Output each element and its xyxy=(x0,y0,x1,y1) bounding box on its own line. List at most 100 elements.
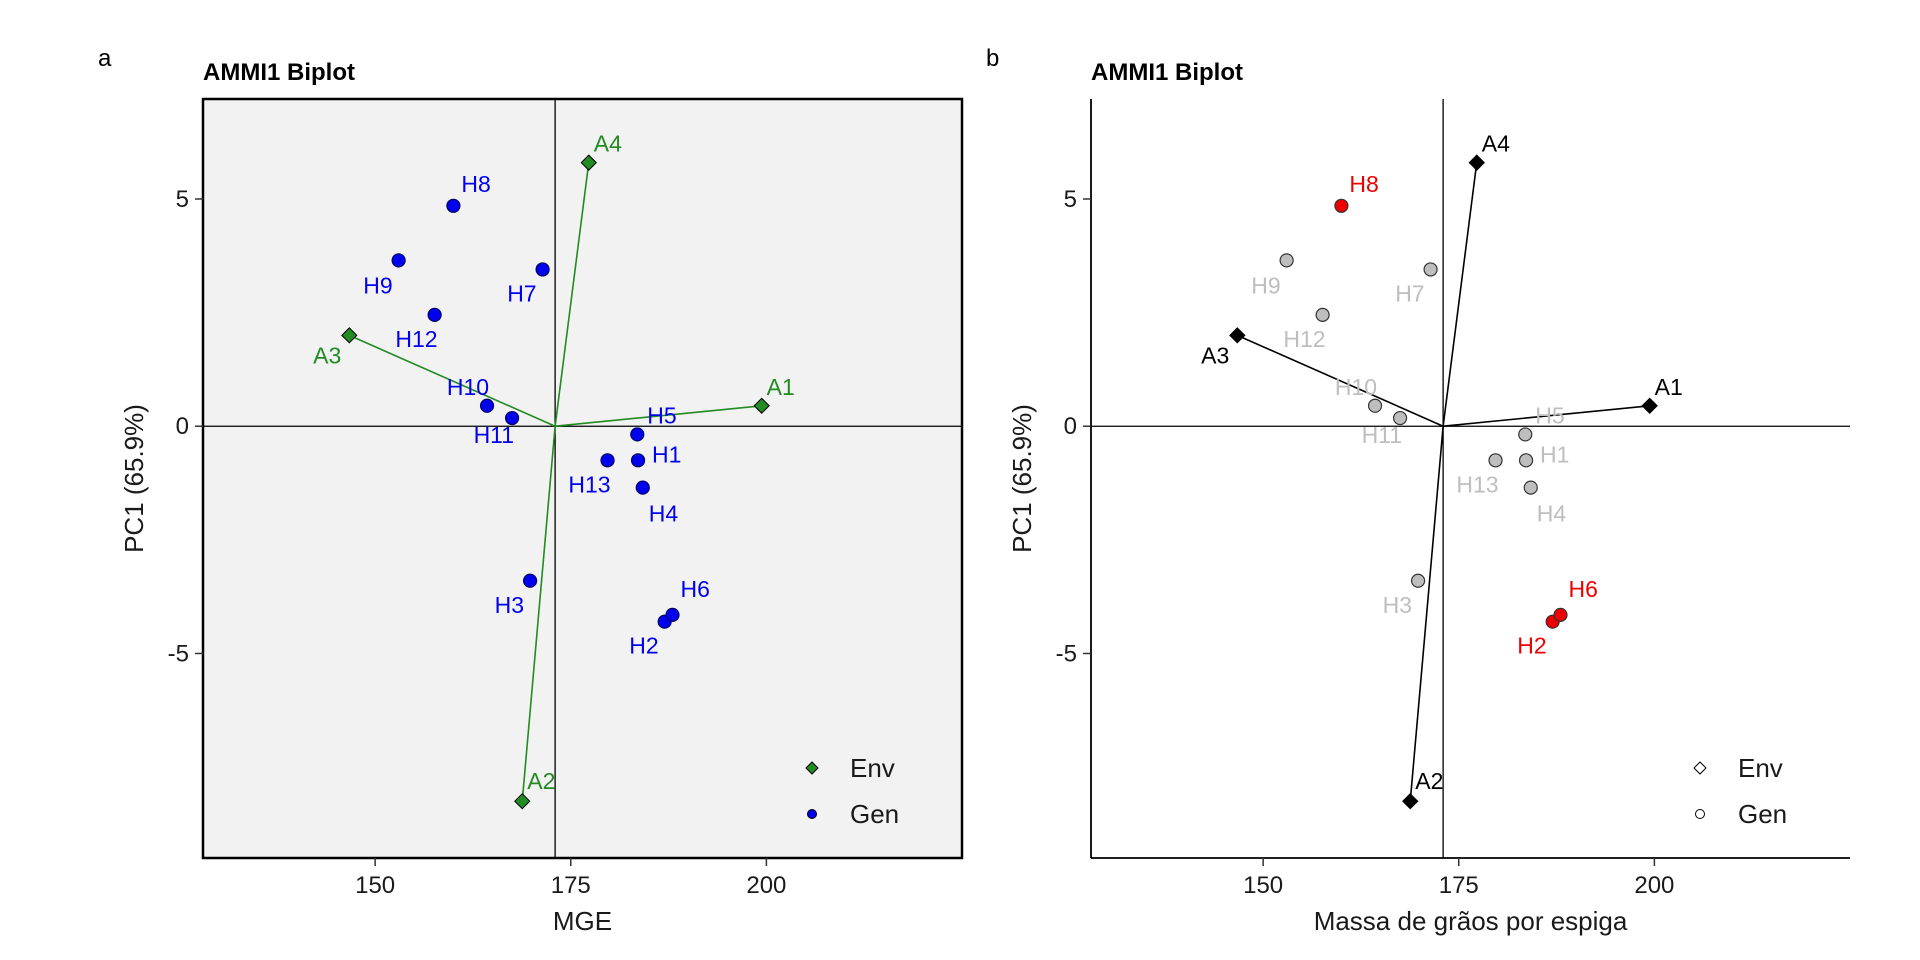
gen-point-h10-b xyxy=(1367,398,1383,413)
gen-point-h9-b xyxy=(1279,253,1294,268)
y-axis-label-a: PC1 (65.9%) xyxy=(119,404,149,553)
gen-label-h9-b: H9 xyxy=(1251,272,1280,298)
gen-label-h8-a: H8 xyxy=(461,171,490,197)
x-axis-label-a: MGE xyxy=(553,906,612,936)
y-axis-label-b: PC1 (65.9%) xyxy=(1007,404,1037,553)
gen-label-h3-b: H3 xyxy=(1383,592,1412,618)
gen-label-h9-a: H9 xyxy=(363,272,392,298)
x-tick-label-b: 200 xyxy=(1634,872,1674,899)
x-tick-label-a: 150 xyxy=(355,872,395,899)
gen-point-h10-a xyxy=(479,398,495,413)
gen-point-h6-b xyxy=(1553,607,1568,622)
gen-label-h7-a: H7 xyxy=(507,280,536,306)
env-point-a4-b xyxy=(1468,154,1485,171)
env-vector-a4-a xyxy=(554,162,590,427)
gen-point-h7-a xyxy=(535,262,550,277)
env-point-a3-a xyxy=(341,327,358,344)
gen-label-h4-a: H4 xyxy=(649,501,679,527)
legend-key-env-b xyxy=(1693,761,1707,775)
y-tick-label-a: -5 xyxy=(168,640,189,667)
y-tick-label-a: 5 xyxy=(176,186,189,213)
gen-point-h8-b xyxy=(1334,198,1349,213)
env-label-a4-a: A4 xyxy=(594,131,622,157)
gen-point-h1-b xyxy=(1518,453,1534,468)
env-point-a3-b xyxy=(1229,327,1246,344)
env-point-a2-b xyxy=(1402,792,1419,810)
legend-label-env-b: Env xyxy=(1738,753,1783,783)
gen-point-h8-a xyxy=(446,198,461,213)
gen-label-h8-b: H8 xyxy=(1349,171,1378,197)
y-tick-label-b: -5 xyxy=(1056,640,1077,667)
gen-point-h3-a xyxy=(522,573,538,588)
gen-label-h13-b: H13 xyxy=(1456,471,1498,497)
gen-label-h10-b: H10 xyxy=(1335,374,1377,400)
x-axis-label-b: Massa de grãos por espiga xyxy=(1314,906,1628,936)
gen-point-h12-b xyxy=(1315,307,1330,322)
gen-label-h12-b: H12 xyxy=(1283,326,1325,352)
gen-point-h4-b xyxy=(1523,480,1538,495)
gen-label-h3-a: H3 xyxy=(495,592,524,618)
gen-label-h1-a: H1 xyxy=(652,441,681,467)
gen-point-h6-a xyxy=(665,607,680,622)
legend-key-env-a xyxy=(805,761,819,775)
gen-point-h4-a xyxy=(635,480,650,495)
gen-label-h11-a: H11 xyxy=(474,422,515,448)
env-vector-a4-b xyxy=(1442,162,1478,427)
gen-point-h11-b xyxy=(1392,410,1408,426)
gen-label-h5-b: H5 xyxy=(1535,402,1564,428)
plot-area-a xyxy=(201,97,964,860)
gen-label-h4-b: H4 xyxy=(1537,501,1567,527)
gen-label-h13-a: H13 xyxy=(568,471,610,497)
biplot-panel-a: 150 175 200 5 0 -5 MGE PC1 (65.9%) H1 H2 H3 H4 H5 H6 H… xyxy=(119,97,964,936)
env-point-a1-b xyxy=(1641,397,1658,414)
gen-point-h7-b xyxy=(1423,262,1438,277)
env-vector-a1-b xyxy=(1443,404,1650,428)
gen-label-h2-b: H2 xyxy=(1517,633,1546,659)
env-point-a1-a xyxy=(753,397,770,414)
gen-label-h6-a: H6 xyxy=(680,576,709,602)
env-label-a1-b: A1 xyxy=(1655,374,1683,400)
legend-label-gen-b: Gen xyxy=(1738,799,1787,829)
gen-point-h13-b xyxy=(1488,453,1503,468)
chart-title-b: AMMI1 Biplot xyxy=(1091,59,1243,86)
y-tick-label-b: 0 xyxy=(1064,413,1077,440)
gen-point-h11-a xyxy=(504,410,520,426)
env-vector-a3-a xyxy=(348,334,556,427)
panel-letter-b: b xyxy=(986,45,999,72)
legend-label-env-a: Env xyxy=(850,753,895,783)
gen-point-h13-a xyxy=(600,453,615,468)
env-point-a2-a xyxy=(514,792,531,810)
env-label-a2-a: A2 xyxy=(527,768,555,794)
gen-point-h5-a xyxy=(630,427,645,442)
env-vector-a2-b xyxy=(1409,426,1444,802)
env-label-a1-a: A1 xyxy=(767,374,795,400)
chart-title-a: AMMI1 Biplot xyxy=(203,59,355,86)
gen-point-h9-a xyxy=(391,253,406,268)
gen-point-h5-b xyxy=(1518,427,1533,442)
x-tick-label-b: 175 xyxy=(1439,872,1479,899)
gen-label-h11-b: H11 xyxy=(1362,422,1403,448)
gen-label-h10-a: H10 xyxy=(447,374,489,400)
env-label-a4-b: A4 xyxy=(1482,131,1510,157)
panel-letter-a: a xyxy=(98,45,112,72)
env-vector-a2-a xyxy=(521,426,556,802)
y-tick-label-b: 5 xyxy=(1064,186,1077,213)
gen-label-h5-a: H5 xyxy=(647,402,676,428)
gen-point-h3-b xyxy=(1410,573,1426,588)
env-point-a4-a xyxy=(580,154,597,171)
env-vector-a3-b xyxy=(1236,334,1444,427)
env-vector-a1-a xyxy=(555,404,762,428)
legend-key-gen-b xyxy=(1695,809,1705,819)
x-tick-label-a: 200 xyxy=(746,872,786,899)
biplot-panel-b: 150 175 200 5 0 -5 Massa de grãos por espiga PC… xyxy=(1007,99,1850,936)
env-label-a2-b: A2 xyxy=(1415,768,1443,794)
x-tick-label-a: 175 xyxy=(551,872,591,899)
gen-point-h12-a xyxy=(427,307,442,322)
legend-label-gen-a: Gen xyxy=(850,799,899,829)
gen-label-h12-a: H12 xyxy=(395,326,437,352)
x-tick-label-b: 150 xyxy=(1243,872,1283,899)
env-label-a3-a: A3 xyxy=(313,342,341,368)
gen-label-h1-b: H1 xyxy=(1540,441,1569,467)
